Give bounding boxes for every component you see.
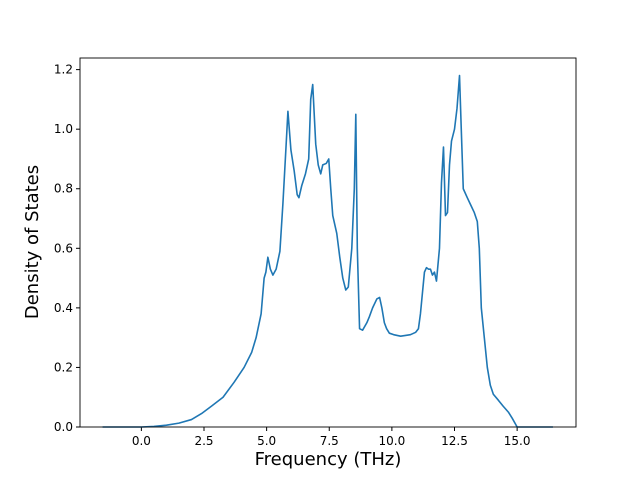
- x-tick-label: 12.5: [441, 434, 468, 448]
- x-tick-label: 15.0: [504, 434, 531, 448]
- x-axis-label: Frequency (THz): [255, 449, 402, 470]
- y-tick-label: 1.0: [54, 122, 73, 136]
- plot-frame: [79, 57, 577, 428]
- y-tick-label: 1.2: [54, 63, 73, 77]
- x-tick-label: 7.5: [320, 434, 339, 448]
- y-tick-label: 0.8: [54, 182, 73, 196]
- x-tick-label: 5.0: [257, 434, 276, 448]
- y-tick-label: 0.6: [54, 241, 73, 255]
- x-tick-label: 0.0: [132, 434, 151, 448]
- x-tick-label: 2.5: [194, 434, 213, 448]
- y-tick-label: 0.2: [54, 360, 73, 374]
- x-tick-label: 10.0: [379, 434, 406, 448]
- line: [102, 74, 553, 428]
- y-axis-label: Density of States: [22, 165, 43, 319]
- y-tick-label: 0.0: [54, 420, 73, 434]
- y-tick-label: 0.4: [54, 301, 73, 315]
